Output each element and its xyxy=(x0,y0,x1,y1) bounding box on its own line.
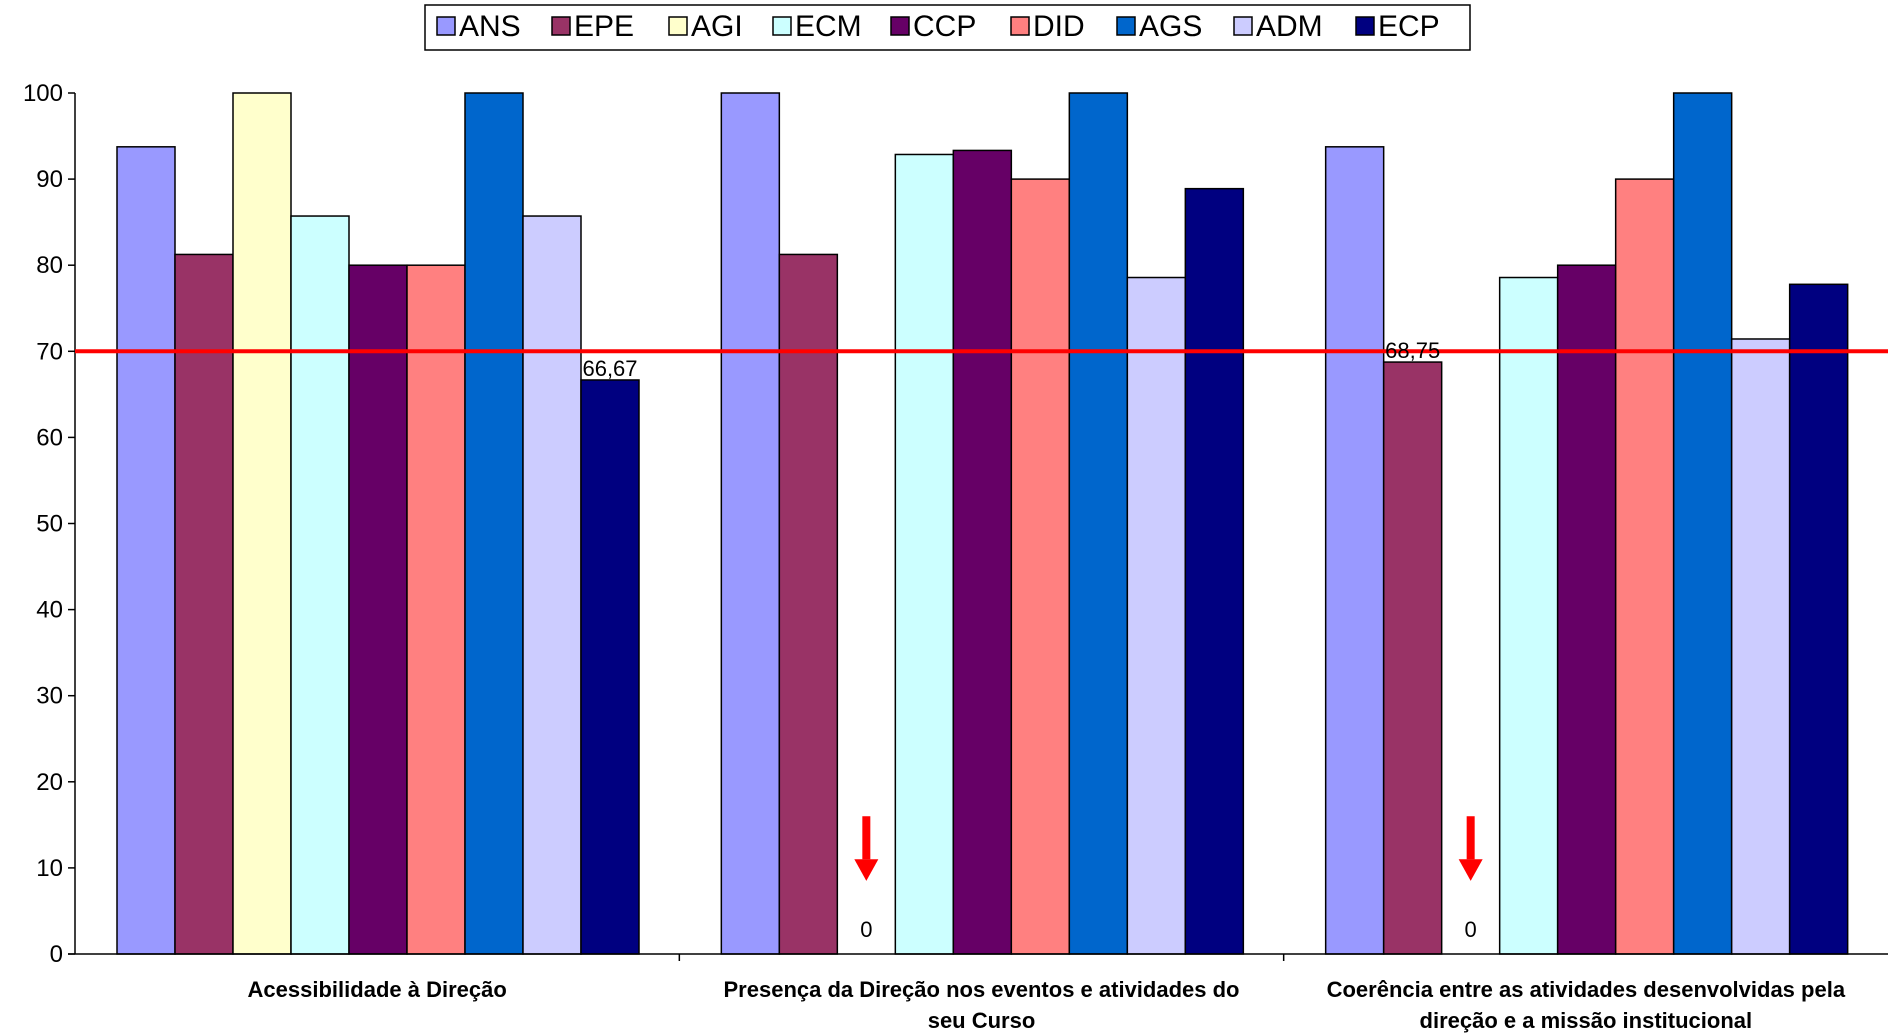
bar-did-cat3 xyxy=(1614,178,1675,955)
bar-ecm-cat1 xyxy=(290,215,350,955)
legend-label-adm: ADM xyxy=(1256,10,1323,43)
bar-epe-cat3 xyxy=(1382,361,1443,955)
legend-label-agi: AGI xyxy=(691,10,743,43)
bar-ecm-cat3 xyxy=(1498,276,1559,955)
legend-swatch-ecp xyxy=(1355,16,1375,36)
legend-swatch-ccp xyxy=(890,16,910,36)
bars xyxy=(116,92,1849,955)
legend-label-ecm: ECM xyxy=(795,10,862,43)
bar-ccp-cat3 xyxy=(1556,264,1617,955)
zero-arrow xyxy=(1458,816,1483,881)
y-tick-label: 50 xyxy=(36,511,63,538)
legend-label-did: DID xyxy=(1033,10,1085,43)
bar-ags-cat3 xyxy=(1672,92,1733,955)
bar-epe-cat1 xyxy=(174,253,234,955)
y-tick-label: 80 xyxy=(36,252,63,279)
bar-ans-cat2 xyxy=(720,92,781,955)
y-tick-label: 40 xyxy=(36,597,63,624)
bar-ccp-cat1 xyxy=(348,264,408,955)
x-category-label: Presença da Direção nos eventos e ativid… xyxy=(724,977,1240,1002)
bar-ags-cat1 xyxy=(464,92,524,955)
x-category-label: Acessibilidade à Direção xyxy=(248,977,507,1002)
legend-label-ans: ANS xyxy=(459,10,521,43)
data-label: 0 xyxy=(860,917,872,942)
bar-adm-cat2 xyxy=(1126,276,1187,955)
legend-swatch-adm xyxy=(1233,16,1253,36)
y-tick-label: 90 xyxy=(36,166,63,193)
legend-swatch-epe xyxy=(551,16,571,36)
bar-adm-cat1 xyxy=(522,215,582,955)
zero-arrow xyxy=(854,816,879,881)
y-tick-label: 60 xyxy=(36,424,63,451)
bar-ecp-cat2 xyxy=(1184,187,1245,955)
bar-did-cat1 xyxy=(406,264,466,955)
y-axis: 0 10 20 30 40 50 60 70 80 90 100 xyxy=(23,80,75,968)
bar-ecp-cat3 xyxy=(1788,283,1849,955)
y-tick-label: 0 xyxy=(50,941,63,968)
legend-label-epe: EPE xyxy=(574,10,634,43)
bar-ans-cat1 xyxy=(116,146,176,955)
bar-ans-cat3 xyxy=(1324,146,1385,955)
x-category-label: direção e a missão institucional xyxy=(1420,1008,1753,1033)
legend-swatch-ans xyxy=(436,16,456,36)
legend-label-ags: AGS xyxy=(1139,10,1202,43)
y-tick-label: 10 xyxy=(36,855,63,882)
bar-epe-cat2 xyxy=(778,253,839,955)
legend-swatch-agi xyxy=(668,16,688,36)
legend-label-ccp: CCP xyxy=(913,10,976,43)
data-label: 68,75 xyxy=(1385,338,1440,363)
bar-ags-cat2 xyxy=(1068,92,1129,955)
legend-swatch-ags xyxy=(1116,16,1136,36)
legend-label-ecp: ECP xyxy=(1378,10,1440,43)
y-tick-label: 30 xyxy=(36,683,63,710)
arrow-shaft xyxy=(1466,816,1475,860)
x-category-label: Coerência entre as atividades desenvolvi… xyxy=(1327,977,1846,1002)
legend-swatch-ecm xyxy=(772,16,792,36)
arrow-shaft xyxy=(862,816,871,860)
bar-ccp-cat2 xyxy=(952,149,1013,955)
legend-swatch-did xyxy=(1010,16,1030,36)
data-label: 66,67 xyxy=(582,356,637,381)
legend: ANS EPE AGI ECM CCP DID AGS ADM ECP xyxy=(424,4,1471,51)
bar-adm-cat3 xyxy=(1730,338,1791,955)
x-category-label: seu Curso xyxy=(928,1008,1036,1033)
arrow-head xyxy=(1458,859,1483,881)
bar-agi-cat1 xyxy=(232,92,292,955)
y-tick-label: 100 xyxy=(23,80,63,107)
legend-box xyxy=(424,4,1471,51)
bar-ecp-cat1 xyxy=(580,379,640,955)
data-label: 0 xyxy=(1465,917,1477,942)
arrow-head xyxy=(854,859,879,881)
bar-did-cat2 xyxy=(1010,178,1071,955)
bar-ecm-cat2 xyxy=(894,153,955,955)
y-tick-label: 20 xyxy=(36,769,63,796)
y-tick-label: 70 xyxy=(36,338,63,365)
